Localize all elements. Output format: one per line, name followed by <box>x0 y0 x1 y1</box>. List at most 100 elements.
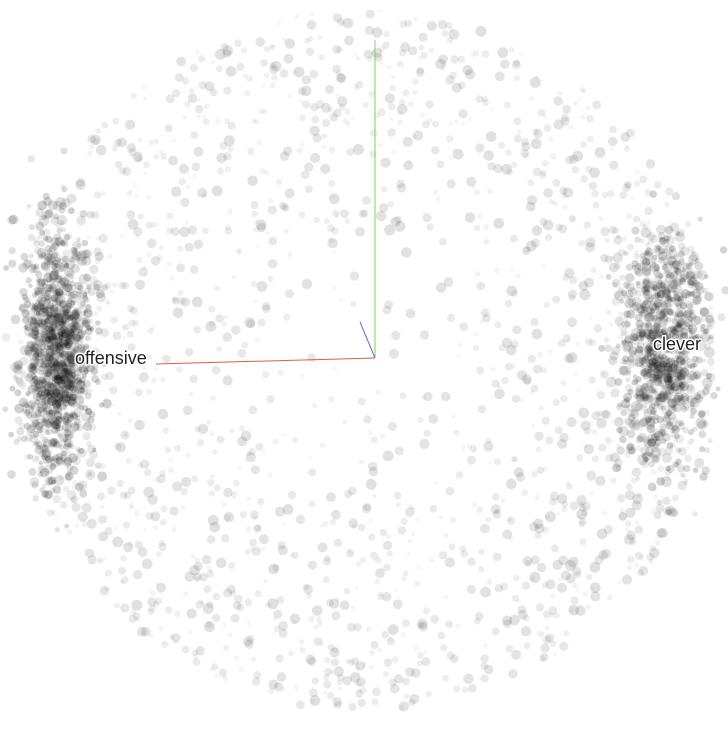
data-point[interactable] <box>40 354 48 362</box>
data-point[interactable] <box>64 331 73 340</box>
data-point[interactable] <box>133 226 143 237</box>
data-point[interactable] <box>24 453 31 460</box>
data-point[interactable] <box>600 370 609 379</box>
data-point[interactable] <box>673 278 683 288</box>
data-point[interactable] <box>38 307 49 318</box>
data-point[interactable] <box>692 273 699 280</box>
data-point[interactable] <box>42 418 52 427</box>
data-point[interactable] <box>38 292 46 300</box>
data-point[interactable] <box>368 90 376 98</box>
data-point[interactable] <box>35 298 41 304</box>
data-point[interactable] <box>326 598 334 607</box>
data-point[interactable] <box>199 600 205 605</box>
data-point[interactable] <box>85 327 93 336</box>
data-point[interactable] <box>100 191 106 197</box>
data-point[interactable] <box>192 658 201 666</box>
data-point[interactable] <box>83 309 93 319</box>
data-point[interactable] <box>40 318 48 326</box>
data-point[interactable] <box>164 124 173 133</box>
data-point[interactable] <box>14 416 23 425</box>
data-point[interactable] <box>268 61 277 70</box>
data-point[interactable] <box>68 398 78 408</box>
data-point[interactable] <box>71 393 78 401</box>
data-point[interactable] <box>605 273 612 280</box>
data-point[interactable] <box>473 224 481 231</box>
data-point[interactable] <box>31 304 39 312</box>
data-point[interactable] <box>562 187 574 198</box>
data-point[interactable] <box>80 329 87 336</box>
data-point[interactable] <box>34 335 46 347</box>
data-point[interactable] <box>44 362 50 369</box>
data-point[interactable] <box>35 308 44 316</box>
data-point[interactable] <box>282 146 293 156</box>
data-point[interactable] <box>81 358 89 365</box>
data-point[interactable] <box>319 523 324 528</box>
data-point[interactable] <box>654 298 663 308</box>
data-point[interactable] <box>661 363 668 369</box>
data-point[interactable] <box>277 369 284 376</box>
data-point[interactable] <box>54 399 63 408</box>
data-point[interactable] <box>649 352 654 357</box>
data-point[interactable] <box>81 374 87 379</box>
data-point[interactable] <box>49 315 58 324</box>
data-point[interactable] <box>172 138 176 142</box>
data-point[interactable] <box>382 305 392 315</box>
data-point[interactable] <box>221 321 228 328</box>
data-point[interactable] <box>488 461 492 465</box>
data-point[interactable] <box>66 322 77 333</box>
data-point[interactable] <box>41 381 52 391</box>
data-point[interactable] <box>558 224 568 234</box>
data-point[interactable] <box>585 165 593 174</box>
data-point[interactable] <box>59 352 65 359</box>
data-point[interactable] <box>363 415 372 424</box>
data-point[interactable] <box>58 331 64 337</box>
data-point[interactable] <box>626 564 632 571</box>
data-point[interactable] <box>684 220 692 228</box>
data-point[interactable] <box>649 360 655 366</box>
data-point[interactable] <box>60 147 68 155</box>
data-point[interactable] <box>618 365 628 376</box>
data-point[interactable] <box>562 334 571 343</box>
data-point[interactable] <box>377 142 383 148</box>
data-point[interactable] <box>23 296 30 303</box>
data-point[interactable] <box>461 121 466 126</box>
data-point[interactable] <box>417 417 424 424</box>
data-point[interactable] <box>58 416 66 425</box>
data-point[interactable] <box>431 146 440 155</box>
data-point[interactable] <box>77 337 83 343</box>
data-point[interactable] <box>368 533 376 541</box>
data-point[interactable] <box>638 356 647 365</box>
data-point[interactable] <box>35 368 41 374</box>
data-point[interactable] <box>38 406 45 413</box>
data-point[interactable] <box>421 394 427 400</box>
data-point[interactable] <box>38 365 45 372</box>
data-point[interactable] <box>613 458 623 468</box>
data-point[interactable] <box>634 357 645 367</box>
data-point[interactable] <box>39 303 45 310</box>
data-point[interactable] <box>229 590 237 597</box>
data-point[interactable] <box>561 192 568 199</box>
data-point[interactable] <box>387 624 399 636</box>
data-point[interactable] <box>600 253 609 263</box>
data-point[interactable] <box>88 318 94 324</box>
data-point[interactable] <box>215 346 223 353</box>
data-point[interactable] <box>65 374 76 384</box>
data-point[interactable] <box>83 308 93 318</box>
data-point[interactable] <box>643 415 648 420</box>
data-point[interactable] <box>451 415 455 419</box>
data-point[interactable] <box>62 331 69 339</box>
data-point[interactable] <box>403 693 410 700</box>
data-point[interactable] <box>664 234 672 242</box>
data-point[interactable] <box>568 214 577 223</box>
data-point[interactable] <box>31 305 37 311</box>
data-point[interactable] <box>262 302 271 311</box>
data-point[interactable] <box>622 344 632 353</box>
data-point[interactable] <box>222 501 227 507</box>
data-point[interactable] <box>64 333 72 341</box>
data-point[interactable] <box>399 20 408 28</box>
data-point[interactable] <box>498 344 506 352</box>
data-point[interactable] <box>49 282 59 292</box>
data-point[interactable] <box>84 392 92 400</box>
data-point[interactable] <box>656 528 667 539</box>
data-point[interactable] <box>557 339 566 348</box>
